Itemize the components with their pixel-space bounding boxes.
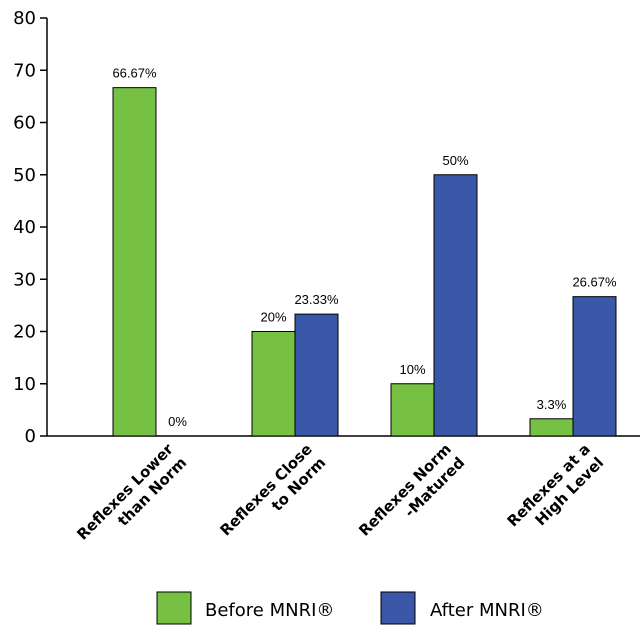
- data-label: 0%: [168, 414, 187, 429]
- bar-before: [529, 418, 574, 437]
- y-tick-label: 80: [13, 8, 36, 29]
- y-tick-label: 30: [13, 269, 36, 290]
- category-label: Reflexes Norm-Matured: [355, 440, 468, 540]
- bar-before: [251, 331, 296, 437]
- data-label: 26.67%: [572, 275, 617, 290]
- legend-label-before: Before MNRI®: [205, 600, 334, 621]
- y-tick-label: 10: [13, 374, 36, 395]
- legend-swatch-after: [380, 591, 416, 625]
- data-label: 66.67%: [112, 66, 157, 81]
- data-label: 23.33%: [294, 292, 339, 307]
- bar-after: [433, 174, 478, 437]
- legend-swatch-before: [156, 591, 192, 625]
- bar-before: [390, 383, 435, 437]
- data-label: 20%: [260, 310, 286, 325]
- data-label: 50%: [442, 153, 468, 168]
- y-tick-label: 0: [25, 426, 36, 447]
- bar-before: [112, 87, 157, 437]
- data-label: 3.3%: [537, 397, 567, 412]
- data-label: 10%: [399, 362, 425, 377]
- y-tick-label: 20: [13, 322, 36, 343]
- y-tick-label: 60: [13, 113, 36, 134]
- legend-label-after: After MNRI®: [430, 600, 544, 621]
- bar-after: [572, 296, 617, 437]
- bar-after: [294, 313, 339, 437]
- y-tick-label: 70: [13, 60, 36, 81]
- y-tick-label: 40: [13, 217, 36, 238]
- y-tick-label: 50: [13, 165, 36, 186]
